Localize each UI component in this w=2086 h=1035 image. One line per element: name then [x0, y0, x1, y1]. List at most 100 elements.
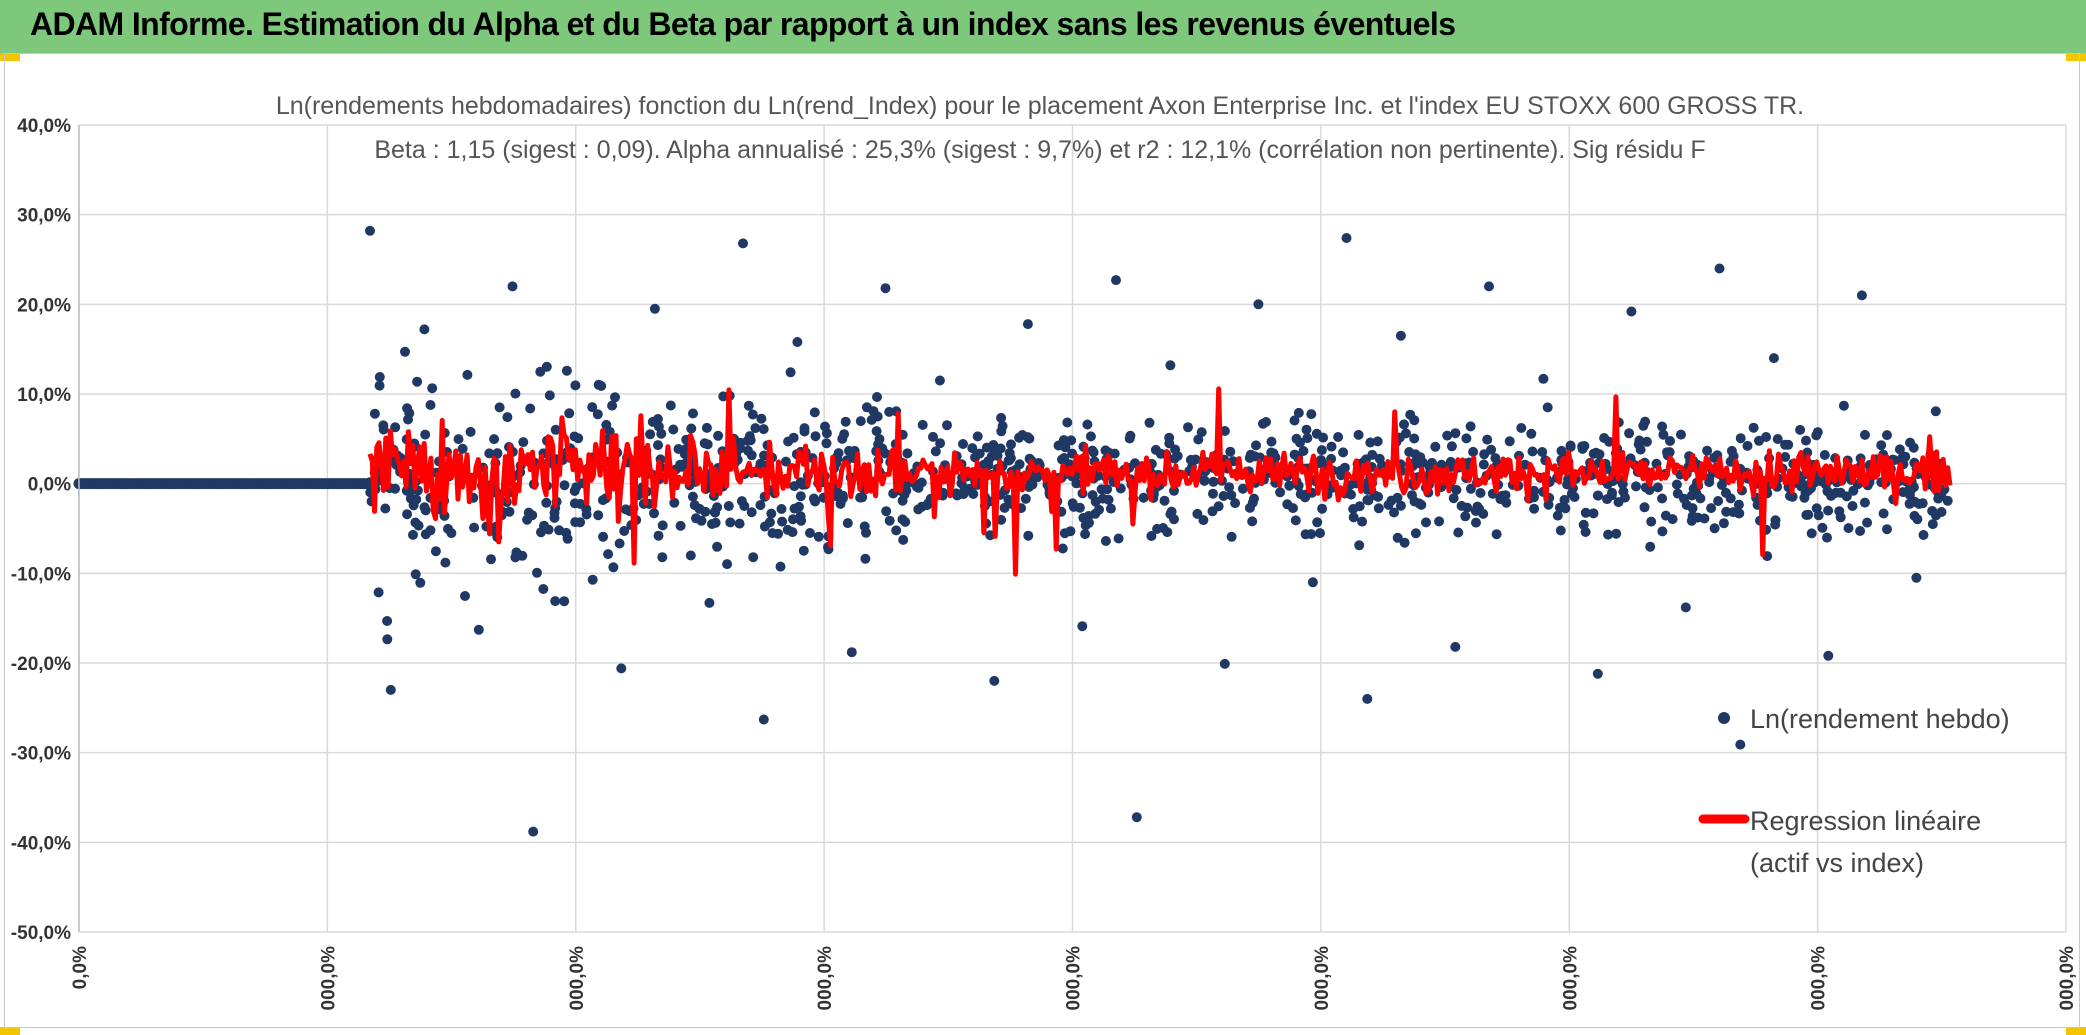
data-point [758, 424, 769, 435]
x-tick-label: 000,0% [1809, 946, 1830, 1011]
data-point [420, 429, 431, 440]
data-point [1733, 499, 1744, 510]
data-point [374, 380, 385, 391]
data-point [1058, 435, 1069, 446]
data-point [795, 511, 806, 522]
data-point [400, 346, 410, 357]
x-tick-label: 000,0% [318, 946, 339, 1011]
data-point [972, 431, 983, 442]
data-point [614, 538, 625, 549]
data-point [1192, 508, 1203, 519]
data-point [891, 525, 902, 536]
data-point [1801, 435, 1811, 446]
data-point [859, 521, 870, 532]
data-point-outlier [704, 597, 715, 608]
data-point-outlier [1307, 577, 1318, 588]
data-point [1713, 496, 1724, 506]
data-point [734, 518, 745, 529]
legend-label-regression-sub: (actif vs index) [1750, 848, 1924, 878]
data-point [795, 491, 806, 502]
data-point [1702, 445, 1713, 456]
data-point [669, 497, 680, 508]
data-point [1908, 442, 1919, 453]
data-point [1363, 495, 1374, 506]
data-point [1261, 417, 1271, 427]
data-point [764, 517, 775, 528]
data-point [712, 541, 723, 552]
data-point-outlier [1626, 306, 1637, 317]
data-point [930, 446, 941, 457]
data-point [702, 439, 713, 450]
data-point-outlier [934, 375, 945, 386]
legend-label-points: Ln(rendement hebdo) [1750, 704, 2010, 734]
data-point [1646, 516, 1657, 527]
data-point [538, 584, 549, 594]
data-point [1198, 515, 1209, 526]
data-point [1367, 449, 1378, 460]
data-point [1316, 445, 1327, 456]
data-point [645, 429, 656, 440]
data-point [510, 388, 521, 399]
data-point [1882, 430, 1892, 441]
data-point [1289, 415, 1300, 426]
data-point [1862, 517, 1873, 528]
data-point [1218, 491, 1229, 501]
data-point-outlier [792, 337, 803, 347]
data-point [942, 420, 952, 431]
data-point [587, 574, 598, 585]
data-point [1555, 525, 1566, 536]
data-point-outlier [1911, 572, 1922, 583]
data-point [718, 391, 729, 402]
data-point-outlier [1484, 281, 1494, 292]
data-point [744, 431, 755, 442]
data-point [518, 437, 529, 448]
data-point [1658, 429, 1669, 440]
data-point [1471, 517, 1481, 528]
data-point [866, 414, 877, 425]
data-point [900, 516, 911, 527]
data-point-outlier [880, 283, 891, 294]
data-point [1102, 484, 1113, 495]
data-point [1226, 490, 1237, 501]
data-point [502, 412, 513, 423]
data-point [1780, 452, 1791, 462]
data-point [1811, 430, 1822, 441]
data-point [425, 400, 436, 410]
data-point [1735, 433, 1746, 444]
data-point [1065, 526, 1076, 537]
data-point [1819, 450, 1830, 460]
data-point [1357, 516, 1368, 527]
data-point [570, 380, 581, 391]
data-point [419, 502, 430, 513]
data-point [1813, 510, 1824, 521]
y-tick-label: -50,0% [11, 923, 71, 944]
data-point [569, 498, 580, 509]
data-point [1450, 428, 1461, 439]
data-point [598, 531, 609, 542]
data-point [649, 508, 659, 519]
data-point [1383, 499, 1394, 510]
data-point [1392, 532, 1403, 543]
data-point [1667, 514, 1678, 525]
data-point [484, 448, 495, 459]
data-point [723, 501, 734, 511]
data-point [1665, 436, 1675, 446]
data-point [1838, 400, 1849, 411]
data-point [544, 390, 555, 401]
data-point [1542, 402, 1553, 413]
y-tick-label: -40,0% [11, 833, 71, 854]
data-point [1904, 498, 1915, 509]
data-point [1681, 500, 1692, 510]
data-point [460, 591, 470, 601]
data-point-outlier [1592, 668, 1603, 679]
corner-marker-bottom-right [2066, 1027, 2086, 1035]
data-point [668, 424, 679, 435]
data-point [766, 508, 777, 519]
data-point [465, 426, 476, 437]
series-regression [367, 386, 1953, 577]
data-point [1843, 523, 1854, 534]
x-tick-labels: 0,0% 000,0% 000,0% 000,0% 000,0% 000,0% 000,0%… [70, 946, 2078, 1011]
data-point [860, 553, 871, 564]
data-point [1472, 501, 1483, 512]
